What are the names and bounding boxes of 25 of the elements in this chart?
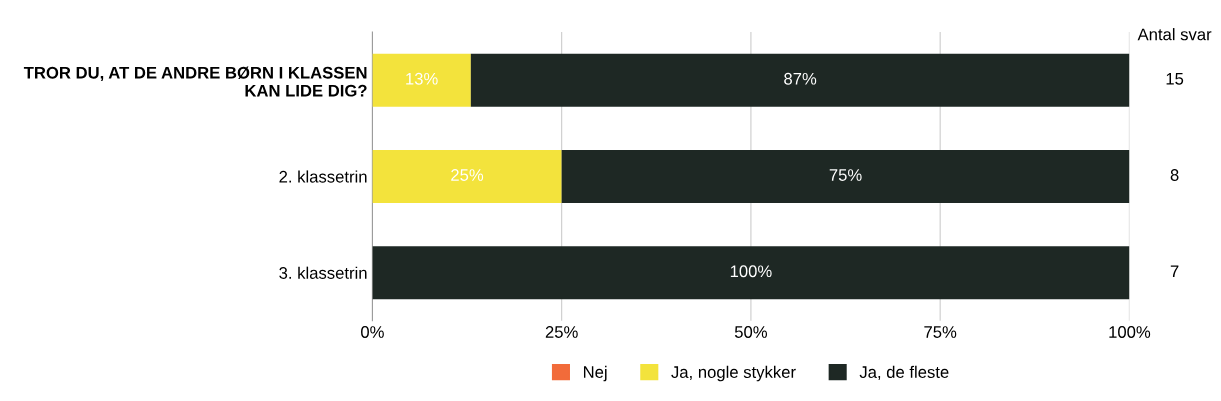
x-tick-label: 50% [734,326,767,338]
text: 8 [1170,169,1179,181]
legend-label: Ja, nogle stykker [671,365,796,382]
x-tick-label: 100% [1109,326,1151,338]
text: 15 [1166,73,1184,85]
bar [372,246,1130,300]
y-tick-label: 2. klassetrin [279,170,367,183]
x-tick-label: 0% [361,326,384,338]
legend-label: Nej [583,365,607,382]
x-tick-label: 25% [545,326,578,338]
text: Antal svar [1137,28,1212,41]
legend-label: Ja, de fleste [859,365,949,380]
x-tick-label: 75% [924,326,957,338]
bar [561,149,1130,203]
data-label: 25% [451,169,484,181]
text: 7 [1170,265,1179,277]
y-tick-label: TROR DU, AT DE ANDRE BØRN I KLASSEN KAN LIDE DIG? [23,66,367,97]
bar [372,53,471,107]
data-label: 100% [730,265,772,278]
data-label: 75% [829,169,862,181]
y-tick-label: 3. klassetrin [279,266,367,279]
bar [372,149,562,203]
bar [470,53,1130,107]
data-label: 13% [406,72,438,85]
data-label: 87% [784,72,817,85]
